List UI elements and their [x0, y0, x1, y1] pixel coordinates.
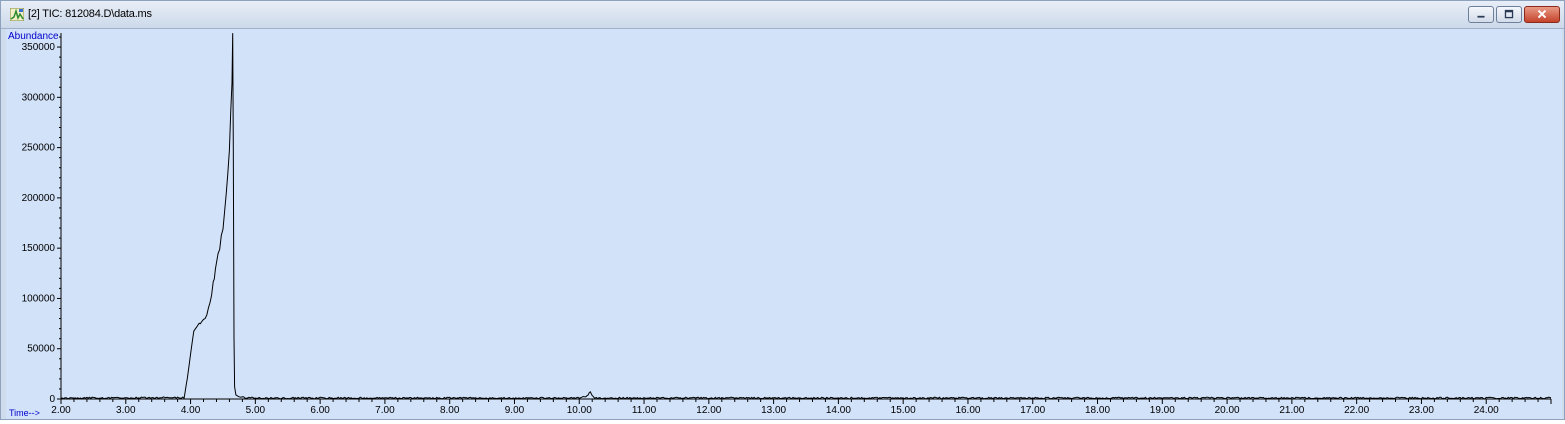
chromatogram-plot-area[interactable]: 0 50000 100000 150000 200000 250000 300000 3500… [6, 29, 1562, 419]
x-tick-label: 21.00 [1279, 405, 1304, 416]
x-axis: 2.00 3.00 4.00 5.00 6.00 7.00 8.00 9.00 10.00 11.… [51, 398, 1552, 416]
restore-icon [1504, 9, 1514, 19]
x-tick-label: 17.00 [1020, 405, 1045, 416]
x-tick-label: 19.00 [1150, 405, 1175, 416]
x-tick-label: 24.00 [1474, 405, 1499, 416]
x-tick-label: 8.00 [440, 405, 460, 416]
x-tick-label: 23.00 [1409, 405, 1434, 416]
restore-button[interactable] [1496, 6, 1522, 23]
y-tick-label: 100000 [22, 293, 56, 304]
y-tick-label: 50000 [27, 344, 55, 355]
x-tick-label: 4.00 [181, 405, 201, 416]
x-tick-label: 3.00 [116, 405, 136, 416]
close-button[interactable] [1524, 6, 1560, 23]
window-title: [2] TIC: 812084.D\data.ms [28, 8, 152, 20]
x-axis-label: Time--> [9, 408, 40, 418]
tic-trace-group [60, 33, 1552, 400]
x-tick-label: 13.00 [761, 405, 786, 416]
x-tick-label: 14.00 [826, 405, 851, 416]
y-tick-label: 200000 [22, 193, 56, 204]
y-tick-label: 0 [49, 394, 55, 405]
x-tick-label: 22.00 [1344, 405, 1369, 416]
title-bar[interactable]: [2] TIC: 812084.D\data.ms [1, 1, 1564, 29]
x-tick-label: 9.00 [505, 405, 525, 416]
minimize-button[interactable] [1468, 6, 1494, 23]
x-tick-label: 5.00 [246, 405, 266, 416]
y-tick-label: 300000 [22, 92, 56, 103]
x-tick-label: 6.00 [310, 405, 330, 416]
x-tick-label: 7.00 [375, 405, 395, 416]
x-tick-label: 15.00 [891, 405, 916, 416]
x-tick-label: 2.00 [51, 405, 71, 416]
y-axis: 0 50000 100000 150000 200000 250000 300000 3500… [22, 33, 62, 405]
x-tick-label: 16.00 [955, 405, 980, 416]
minimize-icon [1477, 15, 1485, 18]
x-tick-label: 11.00 [632, 405, 657, 416]
tic-chart: 0 50000 100000 150000 200000 250000 300000 3500… [8, 31, 1552, 418]
x-tick-label: 12.00 [696, 405, 721, 416]
x-tick-label: 10.00 [567, 405, 592, 416]
y-tick-label: 350000 [22, 42, 56, 53]
tic-trace-line [60, 33, 1552, 400]
chromatogram-app-icon [10, 8, 24, 21]
y-axis-label: Abundance [8, 31, 59, 42]
x-tick-label: 18.00 [1085, 405, 1110, 416]
y-tick-label: 250000 [22, 143, 56, 154]
close-icon [1537, 9, 1547, 19]
x-tick-label: 20.00 [1215, 405, 1240, 416]
y-tick-label: 150000 [22, 243, 56, 254]
